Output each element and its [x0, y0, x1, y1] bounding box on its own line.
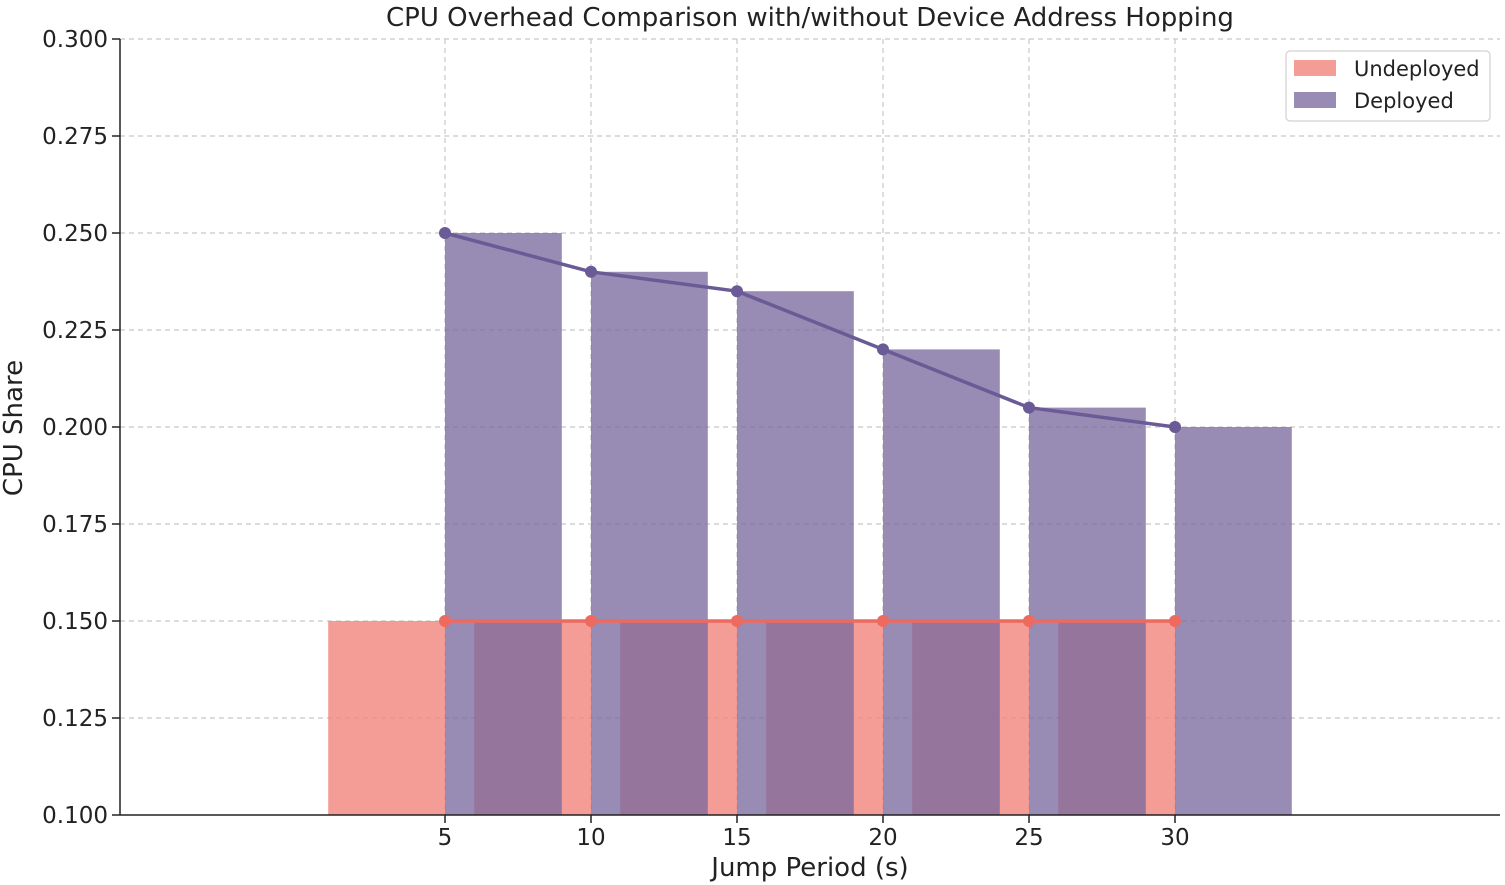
undeployed-point — [585, 615, 597, 627]
deployed-point — [439, 227, 451, 239]
undeployed-point — [1169, 615, 1181, 627]
x-axis-label: Jump Period (s) — [709, 853, 908, 883]
legend: Undeployed Deployed — [1285, 50, 1491, 122]
legend-swatch — [1294, 92, 1336, 108]
undeployed-point — [439, 615, 451, 627]
x-tick-label: 15 — [722, 825, 751, 851]
undeployed-point — [731, 615, 743, 627]
legend-label: Undeployed — [1354, 57, 1480, 81]
chart-title: CPU Overhead Comparison with/without Dev… — [386, 3, 1234, 33]
deployed-bars — [445, 233, 1292, 815]
deployed-bar — [883, 349, 1000, 815]
series-lines — [439, 227, 1181, 627]
x-tick-label: 20 — [868, 825, 897, 851]
x-tick-label: 10 — [576, 825, 605, 851]
deployed-point — [877, 343, 889, 356]
y-tick-label: 0.275 — [42, 124, 108, 150]
deployed-bar — [445, 233, 562, 815]
x-tick-label: 25 — [1014, 825, 1043, 851]
y-tick-label: 0.125 — [42, 706, 108, 732]
y-tick-label: 0.225 — [42, 318, 108, 344]
legend-label: Deployed — [1354, 89, 1454, 113]
y-tick-label: 0.200 — [42, 415, 108, 441]
legend-swatch — [1294, 60, 1336, 76]
deployed-bar — [1029, 407, 1146, 815]
undeployed-bar — [328, 621, 445, 815]
x-tick-label: 5 — [438, 825, 453, 851]
y-tick-label: 0.300 — [42, 27, 108, 53]
deployed-line — [444, 231, 1176, 429]
deployed-point — [585, 265, 597, 278]
x-tick-label: 30 — [1160, 825, 1189, 851]
deployed-point — [731, 285, 743, 298]
tick-labels: 0.100 0.125 0.150 0.175 0.200 0.225 0.250 0.275… — [42, 27, 1190, 851]
legend-box — [1285, 50, 1491, 122]
y-axis-label: CPU Share — [0, 360, 29, 496]
deployed-point — [1023, 401, 1035, 414]
y-tick-label: 0.250 — [42, 221, 108, 247]
undeployed-point — [877, 615, 889, 627]
axes — [112, 38, 1500, 823]
y-tick-label: 0.175 — [42, 512, 108, 538]
y-tick-label: 0.150 — [42, 609, 108, 635]
deployed-bar — [591, 271, 708, 815]
deployed-point — [1169, 421, 1181, 433]
undeployed-point — [1023, 615, 1035, 627]
y-tick-label: 0.100 — [42, 803, 108, 829]
deployed-bar — [1175, 427, 1292, 815]
deployed-bar — [737, 291, 854, 815]
